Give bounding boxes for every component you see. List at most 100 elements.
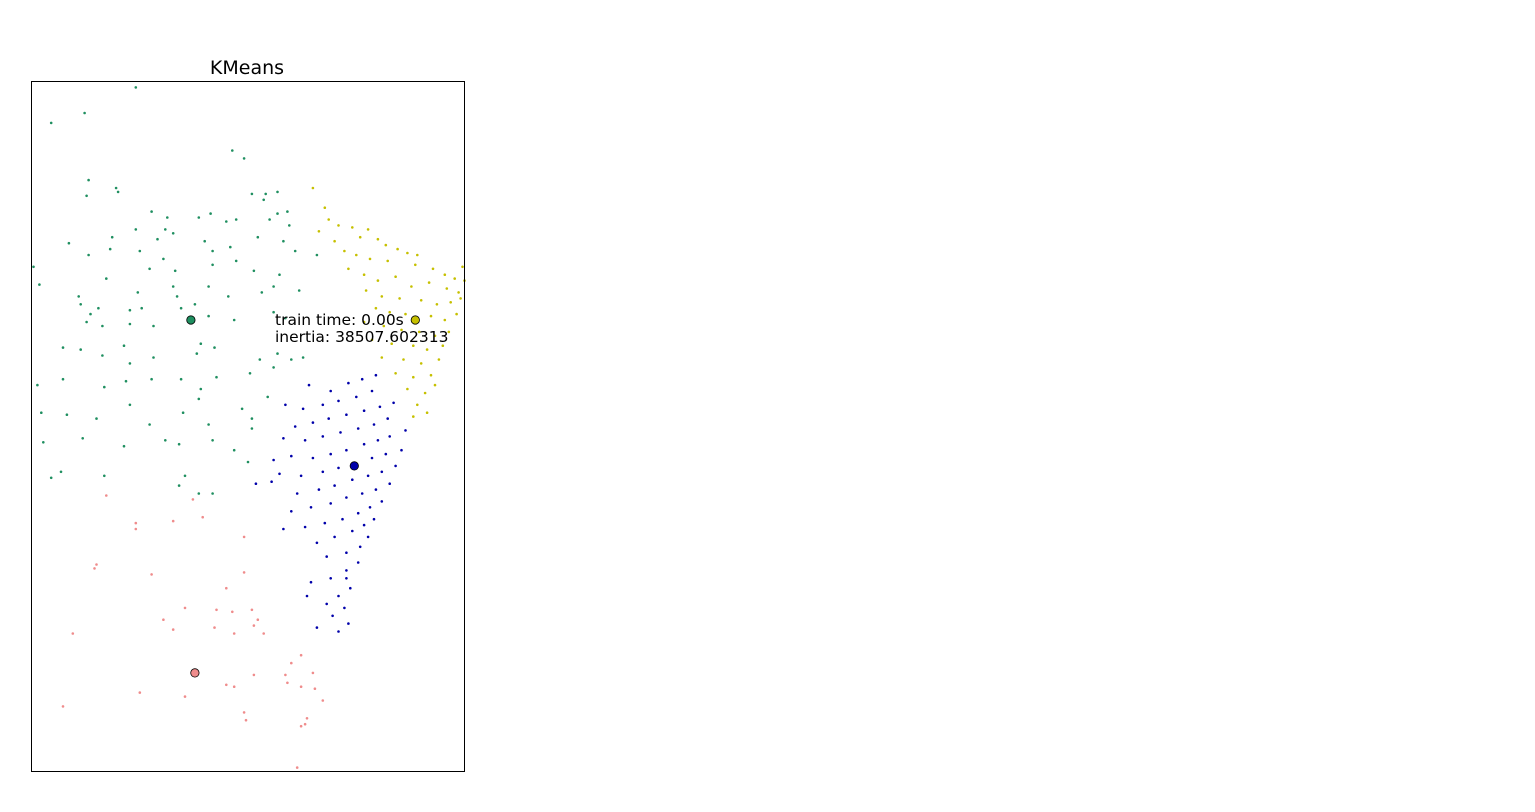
data-point	[392, 401, 395, 405]
data-point	[248, 372, 252, 375]
data-point	[225, 220, 228, 223]
data-point	[388, 482, 392, 486]
data-point	[400, 448, 403, 452]
data-point	[394, 275, 397, 279]
data-point	[290, 510, 293, 513]
data-point	[240, 407, 244, 411]
data-point	[333, 239, 336, 243]
data-point	[425, 411, 429, 415]
data-point	[207, 314, 210, 318]
data-point	[40, 411, 43, 415]
data-point	[171, 519, 175, 523]
data-point	[386, 417, 390, 420]
data-point	[345, 448, 348, 452]
data-point	[445, 287, 449, 290]
data-point	[404, 312, 407, 316]
data-point	[252, 673, 256, 677]
data-point	[351, 226, 354, 229]
data-point	[435, 303, 439, 306]
data-point	[380, 295, 384, 298]
cluster-0-points	[32, 86, 319, 495]
data-point	[207, 423, 210, 426]
data-point	[441, 344, 445, 348]
data-point	[197, 397, 201, 401]
cluster-0-centroid	[186, 315, 196, 325]
data-point	[337, 399, 340, 403]
data-point	[254, 482, 258, 486]
data-point	[345, 496, 348, 499]
data-point	[333, 535, 336, 539]
data-point	[390, 342, 394, 346]
data-point	[321, 470, 325, 474]
data-point	[79, 303, 82, 306]
data-point	[150, 573, 153, 576]
data-point	[282, 437, 285, 440]
data-point	[128, 322, 132, 326]
data-point	[164, 439, 167, 442]
data-point	[148, 267, 151, 271]
data-point	[81, 437, 84, 440]
data-point	[215, 375, 218, 379]
data-point	[347, 267, 350, 271]
data-point	[417, 330, 421, 334]
data-point	[286, 681, 289, 685]
data-point	[67, 241, 71, 245]
data-point	[419, 362, 423, 365]
data-point	[225, 683, 228, 687]
data-point	[276, 352, 279, 355]
data-point	[101, 324, 104, 328]
data-point	[150, 210, 153, 213]
data-point	[366, 535, 370, 539]
data-point	[376, 237, 380, 241]
data-point	[266, 395, 270, 399]
data-point	[327, 417, 331, 420]
data-point	[134, 228, 138, 231]
data-point	[211, 263, 214, 267]
data-point	[343, 606, 346, 610]
data-point	[380, 500, 384, 503]
data-point	[400, 328, 403, 332]
data-point	[134, 86, 138, 89]
data-point	[461, 265, 464, 269]
data-point	[128, 362, 132, 365]
data-point	[329, 452, 333, 456]
data-point	[339, 431, 342, 434]
data-point	[138, 249, 142, 253]
data-point	[278, 273, 281, 277]
data-point	[362, 273, 366, 277]
data-point	[341, 517, 344, 521]
data-point	[124, 379, 128, 383]
data-point	[95, 563, 98, 566]
cluster-2-centroid	[349, 461, 359, 471]
data-point	[457, 291, 460, 294]
axes-frame	[31, 81, 465, 772]
data-point	[301, 407, 305, 411]
data-point	[362, 409, 366, 413]
data-point	[345, 413, 348, 417]
data-point	[278, 472, 281, 476]
data-point	[309, 580, 313, 584]
data-point	[355, 253, 358, 257]
data-point	[374, 488, 378, 491]
data-point	[305, 594, 309, 598]
data-point	[166, 216, 169, 219]
data-point	[262, 198, 266, 202]
data-point	[85, 320, 88, 324]
data-point	[427, 281, 431, 284]
data-point	[270, 480, 273, 484]
data-point	[321, 699, 325, 702]
data-point	[242, 571, 246, 574]
data-point	[290, 454, 293, 458]
data-point	[358, 545, 362, 549]
data-point	[179, 306, 183, 310]
data-point	[246, 460, 250, 464]
data-point	[398, 297, 401, 300]
data-point	[232, 685, 236, 688]
plot-area	[32, 86, 466, 769]
data-point	[384, 452, 388, 456]
data-point	[384, 243, 388, 247]
data-point	[362, 523, 366, 527]
data-point	[293, 425, 297, 428]
